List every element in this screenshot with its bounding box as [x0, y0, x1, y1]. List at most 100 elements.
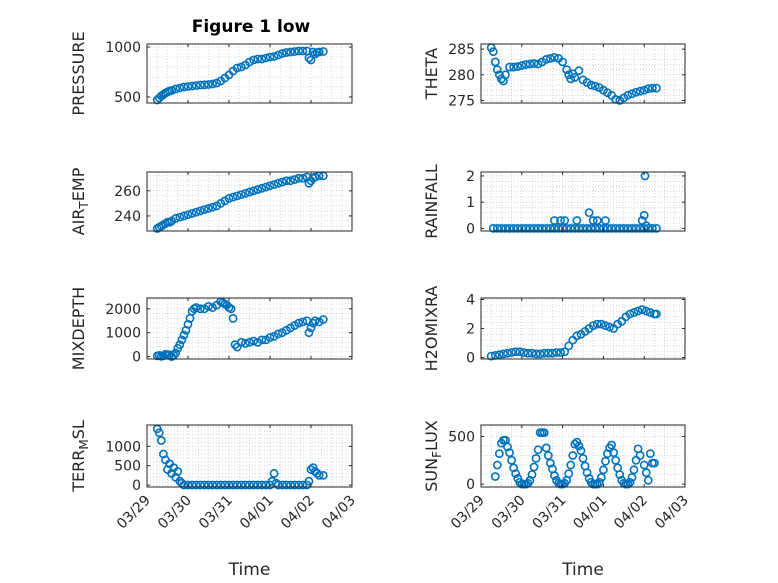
data-point: [592, 216, 602, 225]
data-point: [582, 468, 592, 478]
data-point: [179, 480, 189, 490]
data-point: [562, 65, 572, 75]
data-point: [558, 223, 567, 233]
y-tick-label: 275: [448, 93, 475, 109]
data-point: [623, 90, 633, 100]
data-point: [261, 53, 271, 63]
data-point: [232, 63, 242, 73]
data-point: [639, 460, 649, 470]
y-tick-label: 2: [466, 322, 475, 338]
data-point: [486, 351, 496, 361]
data-markers: [152, 46, 328, 105]
y-axis-label-part: EMP: [69, 167, 88, 201]
data-point: [652, 309, 661, 319]
data-point: [560, 216, 570, 225]
data-point: [601, 456, 610, 466]
data-point: [490, 472, 500, 481]
data-point: [173, 467, 183, 476]
data-point: [550, 52, 559, 62]
data-point: [525, 475, 535, 485]
data-point: [277, 177, 287, 187]
grid-lines: [146, 425, 353, 487]
data-point: [499, 349, 508, 359]
data-point: [541, 443, 551, 453]
data-point: [517, 223, 527, 233]
data-point: [208, 480, 217, 490]
data-point: [257, 54, 267, 64]
data-point: [171, 84, 181, 94]
data-point: [503, 442, 512, 452]
data-point: [545, 458, 555, 468]
data-point: [523, 348, 533, 358]
data-point: [220, 480, 230, 490]
data-point: [228, 192, 238, 202]
data-point: [195, 480, 205, 490]
data-point: [167, 86, 176, 95]
data-point: [521, 60, 531, 69]
y-tick-label: 500: [114, 459, 141, 475]
data-markers: [152, 171, 328, 233]
data-point: [304, 53, 314, 63]
y-tick-label: 0: [466, 221, 475, 237]
data-point: [236, 62, 246, 72]
data-point: [226, 304, 236, 314]
y-axis-label-part: AIR: [69, 209, 88, 236]
data-point: [641, 306, 651, 316]
data-point: [290, 175, 299, 184]
x-tick-label: 03/30: [155, 493, 195, 533]
data-point: [639, 85, 649, 95]
y-tick-label: 240: [114, 209, 141, 225]
data-point: [232, 480, 242, 490]
data-point: [564, 341, 574, 351]
data-point: [596, 319, 606, 329]
y-tick-label: 1000: [105, 326, 141, 342]
data-point: [277, 480, 287, 490]
y-tick-label: 280: [448, 68, 475, 84]
y-axis-label-part: LUX: [422, 420, 441, 451]
data-point: [596, 473, 606, 482]
data-point: [286, 47, 295, 57]
data-markers: [152, 297, 328, 362]
data-point: [643, 475, 653, 485]
y-tick-label: 500: [114, 90, 141, 106]
y-tick-label: 1000: [105, 40, 141, 56]
data-point: [298, 46, 308, 56]
data-markers: [490, 428, 659, 489]
data-markers: [488, 171, 661, 233]
data-point: [631, 223, 641, 233]
y-tick-label: 2000: [105, 302, 141, 318]
data-point: [245, 187, 254, 197]
data-point: [590, 223, 600, 233]
data-point: [318, 315, 328, 324]
data-point: [294, 318, 304, 328]
x-tick-label: 04/01: [237, 493, 277, 533]
data-point: [541, 54, 551, 64]
data-point: [269, 52, 279, 61]
data-point: [570, 72, 580, 82]
data-point: [578, 453, 588, 463]
data-point: [564, 469, 574, 479]
axes-frame: [480, 171, 686, 232]
data-point: [505, 223, 514, 233]
data-point: [208, 202, 217, 212]
x-tick-label: 03/30: [489, 493, 529, 533]
axes-frame: [146, 424, 353, 488]
data-point: [611, 223, 621, 233]
data-markers: [486, 43, 661, 105]
data-point: [611, 455, 621, 465]
data-point: [545, 53, 555, 63]
data-point: [212, 78, 222, 88]
data-markers: [486, 305, 661, 361]
subplot-h2omixra: 0 2 4 H2OMIXRA: [422, 286, 686, 371]
y-tick-label: 260: [114, 184, 141, 200]
data-point: [550, 471, 559, 480]
data-point: [627, 89, 637, 99]
data-point: [541, 223, 551, 233]
subplot-air-temp: 240 260 AIRTEMP: [69, 167, 353, 236]
data-point: [507, 348, 516, 357]
x-tick-label: 04/03: [652, 493, 692, 533]
data-point: [588, 321, 598, 330]
data-point: [574, 66, 584, 76]
data-point: [584, 208, 594, 218]
